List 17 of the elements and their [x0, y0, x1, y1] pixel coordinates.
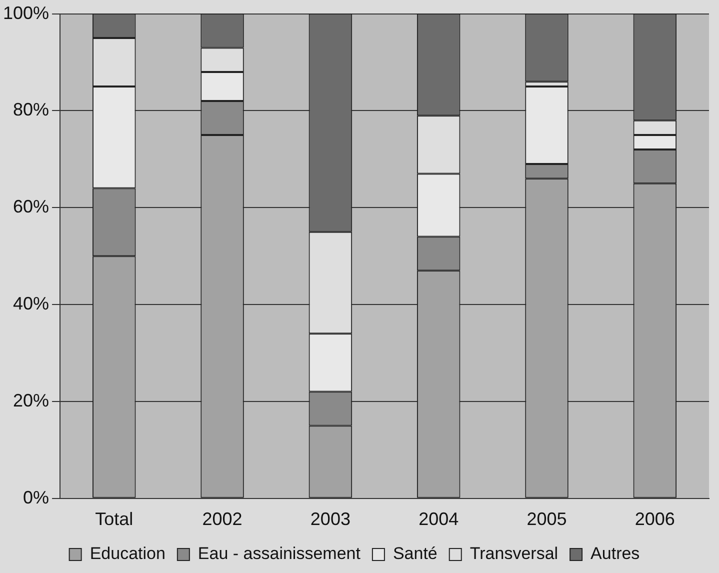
- y-tick-label: 40%: [13, 294, 50, 314]
- legend-label: Autres: [590, 544, 640, 564]
- y-tick-label: 80%: [13, 100, 50, 120]
- y-tick-label: 60%: [13, 196, 50, 217]
- x-tick-label: 2004: [418, 509, 459, 530]
- x-tick-label: 2005: [526, 509, 567, 530]
- x-tick-label: Total: [95, 509, 134, 530]
- y-tick-label: 100%: [2, 2, 50, 23]
- y-tick-label: 0%: [23, 487, 50, 508]
- x-tick-label: 2006: [634, 509, 675, 530]
- legend-label: Education: [90, 544, 166, 564]
- x-tick-label: 2002: [202, 509, 242, 530]
- legend-label: Santé: [392, 544, 438, 564]
- y-tick-label: 20%: [13, 390, 50, 410]
- legend-label: Transversal: [470, 544, 558, 564]
- x-tick-label: 2003: [310, 509, 350, 530]
- legend-label: Eau - assainissement: [198, 544, 361, 564]
